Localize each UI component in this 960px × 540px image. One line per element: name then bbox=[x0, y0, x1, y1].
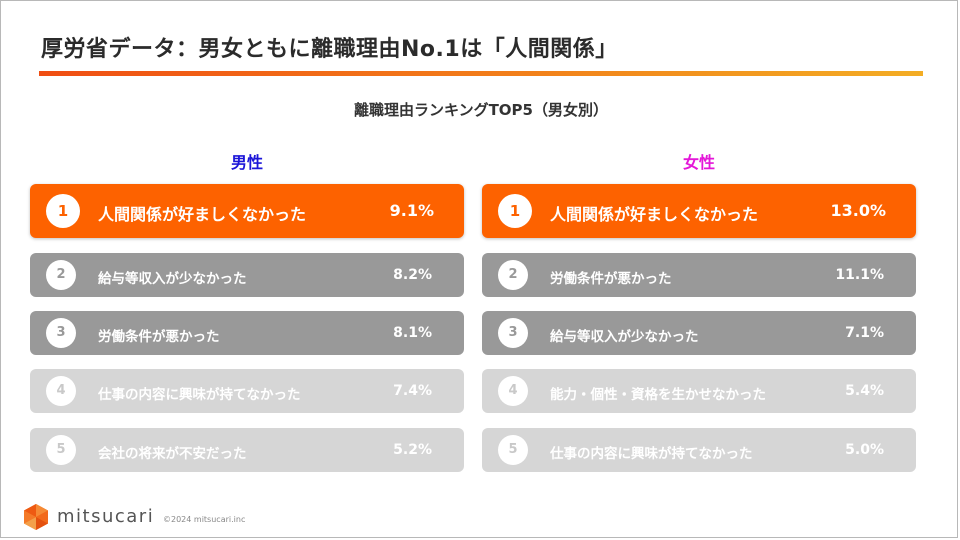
male-rank-2: 2 給与等収入が少なかった 8.2% bbox=[30, 253, 464, 297]
rank-label: 労働条件が悪かった bbox=[550, 271, 672, 287]
rank-label: 給与等収入が少なかった bbox=[550, 329, 699, 345]
female-heading: 女性 bbox=[682, 153, 715, 172]
rank-label: 労働条件が悪かった bbox=[98, 329, 220, 345]
female-rank-3: 3 給与等収入が少なかった 7.1% bbox=[482, 311, 916, 355]
rank-label: 給与等収入が少なかった bbox=[98, 271, 247, 287]
rank-number-badge: 4 bbox=[46, 376, 76, 406]
brand-name: mitsucari bbox=[57, 506, 155, 527]
male-rank-4: 4 仕事の内容に興味が持てなかった 7.4% bbox=[30, 369, 464, 413]
rank-percent: 5.4% bbox=[845, 383, 884, 399]
rank-percent: 5.0% bbox=[845, 442, 884, 458]
rank-percent: 7.4% bbox=[393, 383, 432, 399]
rank-percent: 8.2% bbox=[393, 267, 432, 283]
rank-percent: 8.1% bbox=[393, 325, 432, 341]
male-rank-3: 3 労働条件が悪かった 8.1% bbox=[30, 311, 464, 355]
rank-label: 会社の将来が不安だった bbox=[98, 446, 247, 462]
female-rank-2: 2 労働条件が悪かった 11.1% bbox=[482, 253, 916, 297]
rank-number-badge: 1 bbox=[498, 194, 532, 228]
rank-number-badge: 5 bbox=[498, 435, 528, 465]
female-rank-4: 4 能力・個性・資格を生かせなかった 5.4% bbox=[482, 369, 916, 413]
rank-label: 仕事の内容に興味が持てなかった bbox=[98, 387, 301, 403]
rank-number-badge: 4 bbox=[498, 376, 528, 406]
title-underline bbox=[39, 71, 923, 76]
mitsucari-hexagon-logo-icon bbox=[24, 504, 48, 530]
rank-number-badge: 2 bbox=[498, 260, 528, 290]
rank-number-badge: 1 bbox=[46, 194, 80, 228]
male-heading: 男性 bbox=[230, 153, 263, 172]
rank-percent: 5.2% bbox=[393, 442, 432, 458]
female-rank-1: 1 人間関係が好ましくなかった 13.0% bbox=[482, 184, 916, 238]
page-title: 厚労省データ：男女ともに離職理由No.1は「人間関係」 bbox=[41, 37, 618, 62]
rank-label: 能力・個性・資格を生かせなかった bbox=[550, 387, 766, 403]
rank-number-badge: 3 bbox=[498, 318, 528, 348]
rank-number-badge: 3 bbox=[46, 318, 76, 348]
male-rank-1: 1 人間関係が好ましくなかった 9.1% bbox=[30, 184, 464, 238]
female-rank-5: 5 仕事の内容に興味が持てなかった 5.0% bbox=[482, 428, 916, 472]
rank-percent: 11.1% bbox=[835, 267, 884, 283]
copyright-text: ©2024 mitsucari.inc bbox=[163, 515, 246, 524]
rank-number-badge: 2 bbox=[46, 260, 76, 290]
rank-label: 人間関係が好ましくなかった bbox=[550, 205, 759, 224]
male-rank-5: 5 会社の将来が不安だった 5.2% bbox=[30, 428, 464, 472]
rank-label: 仕事の内容に興味が持てなかった bbox=[550, 446, 753, 462]
rank-label: 人間関係が好ましくなかった bbox=[98, 205, 307, 224]
ranking-subtitle: 離職理由ランキングTOP5（男女別） bbox=[354, 101, 608, 119]
rank-percent: 7.1% bbox=[845, 325, 884, 341]
rank-percent: 13.0% bbox=[830, 201, 886, 220]
rank-number-badge: 5 bbox=[46, 435, 76, 465]
rank-percent: 9.1% bbox=[389, 201, 434, 220]
